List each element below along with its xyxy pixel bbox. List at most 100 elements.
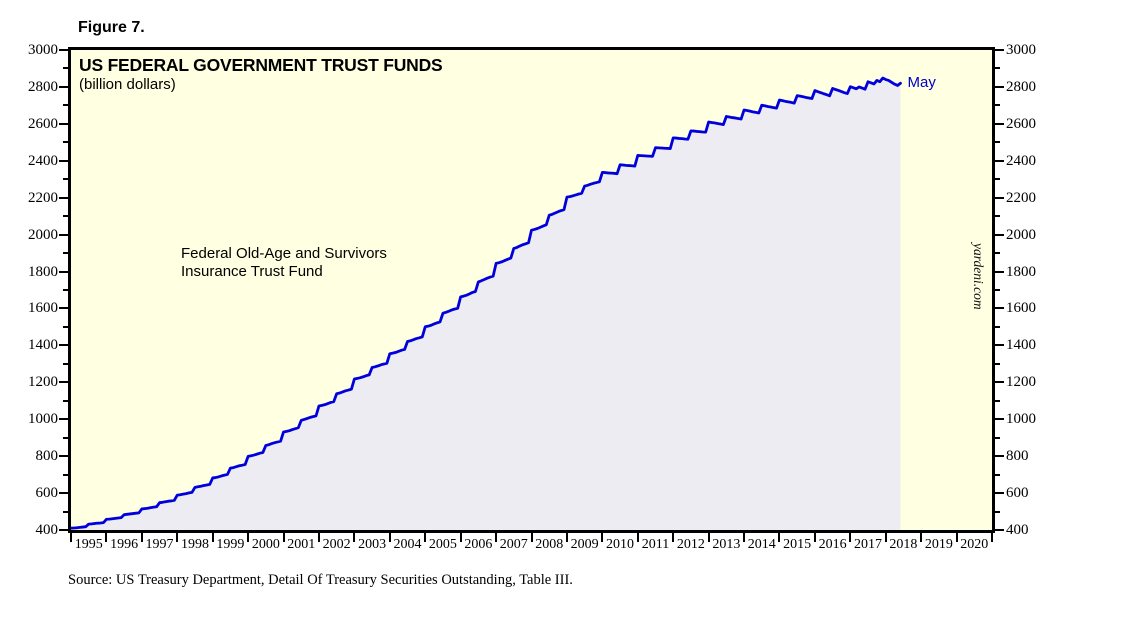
- x-axis-tick: [601, 533, 604, 542]
- y-axis-tick-left: [59, 233, 68, 236]
- y-axis-tick-label-left: 1400: [28, 337, 58, 354]
- plot-area: US FEDERAL GOVERNMENT TRUST FUNDS (billi…: [68, 47, 995, 533]
- y-axis-tick-label-right: 2600: [1006, 115, 1036, 132]
- x-axis-year-label: 2016: [818, 537, 847, 552]
- y-axis-tick-right: [995, 492, 1004, 495]
- area-fill: [71, 78, 901, 530]
- source-note: Source: US Treasury Department, Detail O…: [68, 572, 573, 588]
- x-axis-tick: [849, 533, 852, 542]
- figure-number-label: Figure 7.: [78, 19, 145, 36]
- x-axis-year-label: 1995: [74, 537, 103, 552]
- x-axis-tick: [105, 533, 108, 542]
- y-axis-tick-left: [59, 344, 68, 347]
- x-axis-year-label: 2014: [747, 537, 776, 552]
- x-axis-tick: [636, 533, 639, 542]
- x-axis-year-label: 2013: [712, 537, 741, 552]
- y-axis-tick-left: [59, 418, 68, 421]
- y-axis-tick-label-left: 2000: [28, 226, 58, 243]
- y-axis-tick-right: [995, 178, 1000, 181]
- y-axis-tick-left: [59, 270, 68, 273]
- x-axis-tick: [955, 533, 958, 542]
- y-axis-tick-right: [995, 418, 1004, 421]
- y-axis-tick-right: [995, 67, 1000, 70]
- y-axis-tick-label-left: 1000: [28, 411, 58, 428]
- y-axis-tick-left: [63, 510, 68, 513]
- y-axis-tick-left: [63, 362, 68, 365]
- trust-fund-line: [71, 76, 902, 530]
- x-axis-tick: [459, 533, 462, 542]
- x-axis-year-label: 2004: [393, 537, 422, 552]
- x-axis-tick: [140, 533, 143, 542]
- y-axis-tick-label-left: 400: [35, 522, 59, 538]
- y-axis-tick-right: [995, 399, 1000, 402]
- x-axis-year-label: 2005: [428, 537, 457, 552]
- trust-fund-chart: [71, 76, 902, 530]
- x-axis-tick: [70, 533, 72, 542]
- y-axis-tick-left: [63, 141, 68, 144]
- y-axis-tick-label-right: 1600: [1006, 300, 1036, 317]
- y-axis-tick-left: [63, 325, 68, 328]
- y-axis-tick-right: [995, 307, 1004, 310]
- y-axis-tick-left: [63, 436, 68, 439]
- y-axis-tick-left: [63, 104, 68, 107]
- x-axis-year-label: 2017: [854, 537, 882, 552]
- y-axis-tick-left: [59, 85, 68, 88]
- y-axis-tick-left: [59, 122, 68, 125]
- y-axis-tick-label-right: 400: [1006, 522, 1029, 538]
- x-axis-tick: [211, 533, 214, 542]
- y-axis-tick-right: [995, 141, 1000, 144]
- last-point-label: May: [907, 74, 936, 92]
- x-axis-year-label: 1999: [216, 537, 245, 552]
- y-axis-tick-right: [995, 289, 1000, 291]
- y-axis-tick-label-left: 1200: [28, 374, 58, 391]
- y-axis-tick-right: [995, 122, 1004, 125]
- x-axis-tick: [565, 533, 568, 542]
- x-axis-year-label: 1997: [145, 537, 174, 552]
- y-axis-tick-left: [59, 529, 68, 531]
- x-axis-year-label: 2007: [499, 537, 528, 552]
- y-axis-tick-label-right: 2400: [1006, 152, 1036, 169]
- y-axis-tick-label-right: 2800: [1006, 78, 1036, 95]
- y-axis-tick-right: [995, 215, 1000, 218]
- y-axis-tick-label-right: 800: [1006, 448, 1029, 465]
- y-axis-tick-label-left: 1800: [28, 263, 58, 280]
- y-axis-tick-left: [63, 215, 68, 218]
- y-axis-tick-label-left: 2600: [28, 115, 58, 132]
- x-axis-tick: [424, 533, 427, 542]
- x-axis-year-label: 1998: [180, 537, 209, 552]
- y-axis-tick-right: [995, 49, 1004, 51]
- y-axis-tick-right: [995, 85, 1004, 88]
- y-axis-tick-label-right: 600: [1006, 485, 1029, 502]
- x-axis-tick: [388, 533, 391, 542]
- x-axis-tick: [920, 533, 923, 542]
- x-axis-year-label: 2008: [535, 537, 564, 552]
- y-axis-tick-label-left: 3000: [28, 42, 58, 58]
- x-axis-year-label: 2018: [889, 537, 918, 552]
- y-axis-tick-label-right: 3000: [1006, 42, 1036, 58]
- x-axis-tick: [778, 533, 781, 542]
- y-axis-tick-left: [59, 307, 68, 310]
- y-axis-tick-label-left: 2200: [28, 189, 58, 206]
- y-axis-tick-left: [63, 252, 68, 255]
- y-axis-tick-left: [63, 473, 68, 476]
- y-axis-tick-label-right: 2000: [1006, 226, 1036, 243]
- y-axis-tick-right: [995, 436, 1000, 439]
- x-axis-tick: [176, 533, 179, 542]
- watermark-yardeni: yardeni.com: [971, 243, 986, 310]
- chart-subtitle: (billion dollars): [79, 76, 176, 93]
- x-axis-tick: [884, 533, 887, 542]
- y-axis-tick-label-left: 600: [35, 485, 59, 502]
- x-axis-tick: [991, 533, 993, 542]
- y-axis-tick-right: [995, 455, 1004, 458]
- y-axis-tick-right: [995, 325, 1000, 328]
- x-axis-year-label: 2011: [641, 537, 670, 552]
- y-axis-tick-left: [63, 289, 68, 291]
- y-axis-tick-label-left: 1600: [28, 300, 58, 317]
- x-axis-year-label: 2009: [570, 537, 599, 552]
- y-axis-tick-right: [995, 104, 1000, 107]
- x-axis-tick: [672, 533, 675, 542]
- x-axis-tick: [495, 533, 498, 542]
- y-axis-tick-left: [59, 381, 68, 384]
- y-axis-tick-right: [995, 270, 1004, 273]
